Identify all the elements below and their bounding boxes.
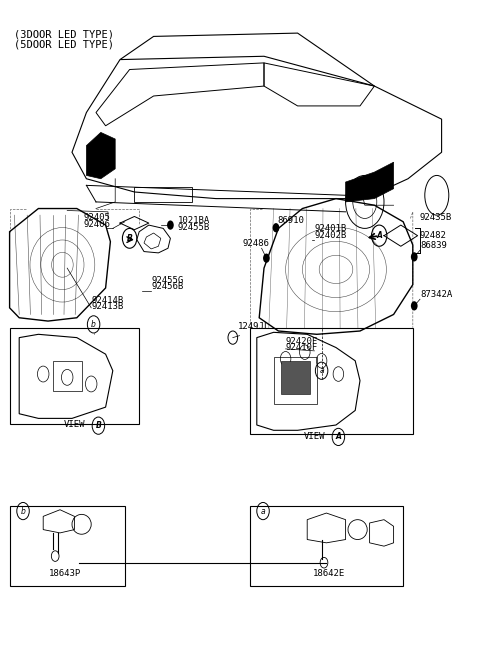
Text: A: A [376,231,382,240]
Text: 18642E: 18642E [312,569,345,578]
Text: 92455B: 92455B [178,222,210,232]
Text: 92413B: 92413B [91,302,123,311]
Text: b: b [21,506,25,516]
Text: VIEW: VIEW [304,432,325,442]
Text: 1249JL: 1249JL [238,322,270,331]
Text: 92435B: 92435B [420,213,452,222]
Bar [53,361,82,391]
Bar [281,361,310,394]
Text: 92406: 92406 [84,220,111,229]
Text: 18643P: 18643P [48,569,81,578]
Circle shape [411,252,418,261]
Text: 92405: 92405 [84,213,111,222]
Text: 1021BA: 1021BA [178,216,210,225]
Text: 92402B: 92402B [314,230,347,240]
Bar [274,357,317,404]
Text: a: a [319,366,324,375]
Text: 92414B: 92414B [91,295,123,305]
Text: b: b [91,320,96,329]
Text: B: B [127,234,132,243]
Circle shape [263,254,270,263]
Text: 92410F: 92410F [286,343,318,352]
Circle shape [411,301,418,310]
Text: 92455G: 92455G [151,275,183,285]
Text: B: B [96,421,101,430]
Text: 92420F: 92420F [286,336,318,346]
Text: A: A [336,432,341,442]
Text: (5DOOR LED TYPE): (5DOOR LED TYPE) [14,40,114,50]
Text: (3DOOR LED TYPE): (3DOOR LED TYPE) [14,30,114,40]
Circle shape [273,223,279,232]
Text: 92456B: 92456B [151,282,183,291]
Text: 92401B: 92401B [314,224,347,233]
Text: 86910: 86910 [277,216,304,225]
Text: 92486: 92486 [242,239,269,248]
Polygon shape [346,162,394,202]
Bar [134,187,192,202]
Text: 86839: 86839 [420,241,447,250]
Text: a: a [261,506,265,516]
Text: 92482: 92482 [420,230,447,240]
Text: VIEW: VIEW [64,420,85,430]
Polygon shape [86,132,115,179]
Circle shape [167,220,174,230]
Text: 87342A: 87342A [420,290,452,299]
